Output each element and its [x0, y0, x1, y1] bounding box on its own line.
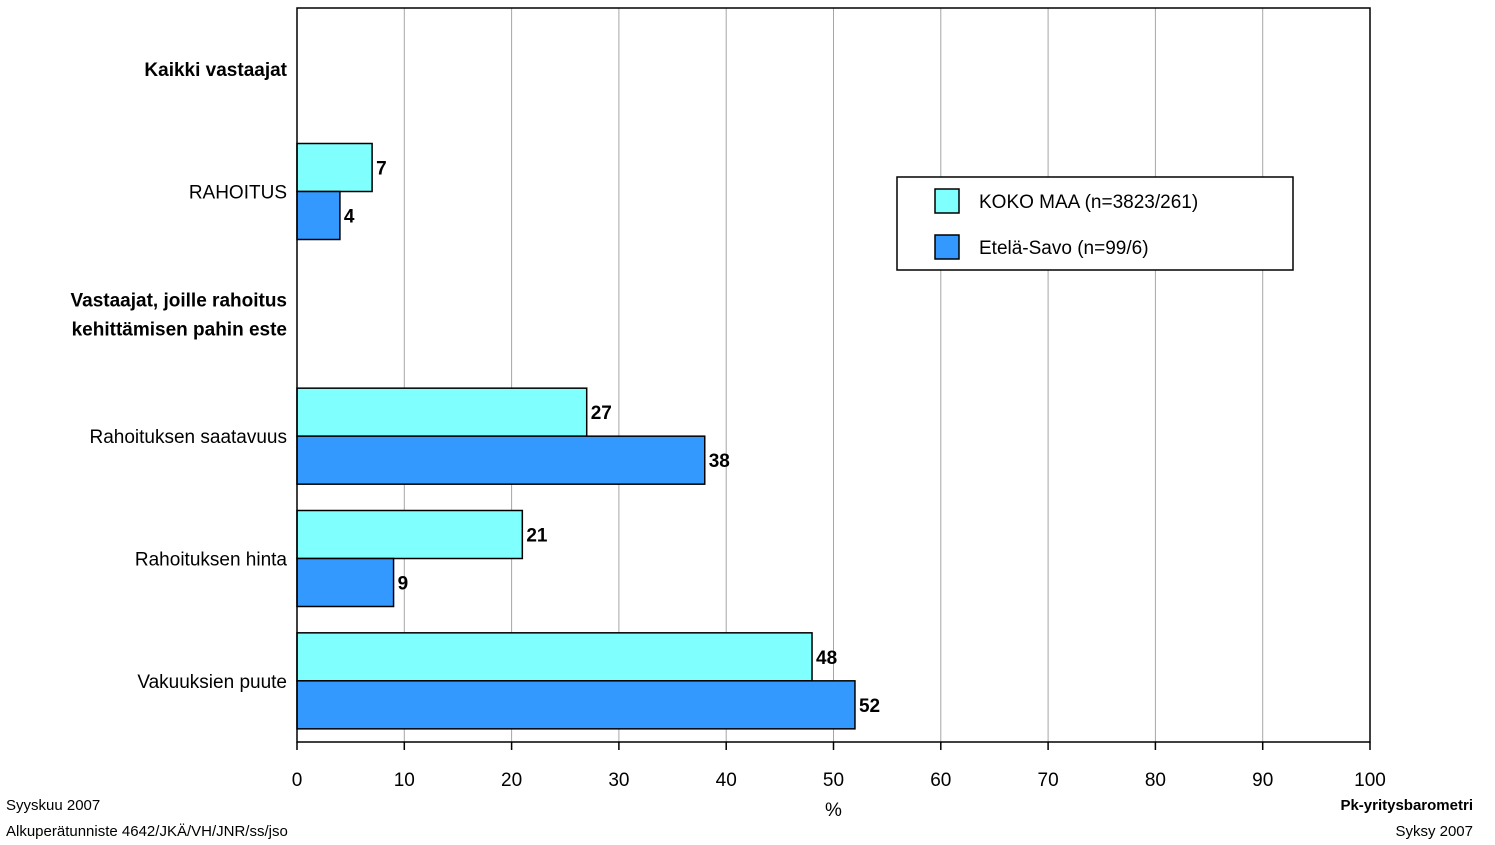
bar-rahoitus-series-1 — [296, 142, 373, 193]
category-label-rahoituksen-saatavuus: Rahoituksen saatavuus — [89, 427, 287, 448]
category-label-rahoitus: RAHOITUS — [189, 183, 287, 204]
bar-rahoituksen-hinta-series-2 — [296, 557, 395, 608]
x-tick-label-50: 50 — [823, 770, 844, 791]
value-label-rahoitus-series-2: 4 — [344, 207, 355, 228]
x-tick-label-30: 30 — [608, 770, 629, 791]
legend: KOKO MAA (n=3823/261) Etelä-Savo (n=99/6) — [896, 176, 1294, 271]
x-axis-title: % — [825, 800, 842, 821]
value-label-rahoitus-series-1: 7 — [376, 159, 387, 180]
value-label-rahoituksen-hinta-series-1: 21 — [526, 526, 548, 547]
bar-rahoitus-series-2 — [296, 190, 341, 241]
legend-swatch-series-1 — [934, 188, 960, 214]
footer-date: Syyskuu 2007 — [6, 797, 101, 814]
footer-season: Syksy 2007 — [1395, 823, 1473, 840]
value-label-rahoituksen-saatavuus-series-2: 38 — [709, 451, 730, 472]
value-label-rahoituksen-saatavuus-series-1: 27 — [591, 403, 612, 424]
bars — [296, 142, 856, 730]
footer-brand: Pk-yritysbarometri — [1340, 797, 1473, 814]
bar-rahoituksen-hinta-series-1 — [296, 509, 524, 560]
legend-label-series-2: Etelä-Savo (n=99/6) — [979, 238, 1149, 259]
legend-label-series-1: KOKO MAA (n=3823/261) — [979, 192, 1198, 213]
value-label-vakuuksien-puute-series-1: 48 — [816, 648, 837, 669]
footer-right: Pk-yritysbarometri Syksy 2007 — [1340, 793, 1473, 845]
bar-vakuuksien-puute-series-2 — [296, 680, 856, 730]
bar-vakuuksien-puute-series-1 — [296, 632, 813, 682]
x-tick-label-80: 80 — [1145, 770, 1166, 791]
bar-rahoituksen-saatavuus-series-1 — [296, 387, 588, 437]
x-tick-label-100: 100 — [1354, 770, 1386, 791]
x-axis: 0 10 20 30 40 50 60 70 80 90 100 — [292, 742, 1386, 791]
footer-left: Syyskuu 2007 Alkuperätunniste 4642/JKÄ/V… — [6, 793, 288, 845]
value-labels: 7 4 27 38 21 9 48 52 — [344, 159, 880, 717]
legend-box — [896, 176, 1294, 271]
category-label-vastaajat-joille-rahoitus-kehitt-misen-pahin-este: Vastaajat, joille rahoitus kehittämisen p… — [71, 290, 287, 340]
x-tick-label-40: 40 — [716, 770, 737, 791]
gridlines — [403, 8, 1264, 742]
x-tick-label-70: 70 — [1038, 770, 1059, 791]
value-label-rahoituksen-hinta-series-2: 9 — [398, 574, 409, 595]
x-tick-label-10: 10 — [394, 770, 415, 791]
x-tick-label-0: 0 — [292, 770, 303, 791]
bar-rahoituksen-saatavuus-series-2 — [296, 435, 706, 485]
category-label-vakuuksien-puute: Vakuuksien puute — [137, 672, 287, 693]
legend-swatch-series-2 — [934, 234, 960, 260]
x-tick-label-90: 90 — [1252, 770, 1273, 791]
value-label-vakuuksien-puute-series-2: 52 — [859, 696, 880, 717]
category-label-rahoituksen-hinta: Rahoituksen hinta — [135, 550, 288, 571]
category-label-kaikki-vastaajat: Kaikki vastaajat — [144, 60, 287, 81]
x-tick-label-60: 60 — [930, 770, 951, 791]
x-tick-label-20: 20 — [501, 770, 522, 791]
category-labels: Kaikki vastaajat RAHOITUS Vastaajat, joill… — [71, 60, 288, 693]
footer-reference: Alkuperätunniste 4642/JKÄ/VH/JNR/ss/jso — [6, 823, 288, 840]
